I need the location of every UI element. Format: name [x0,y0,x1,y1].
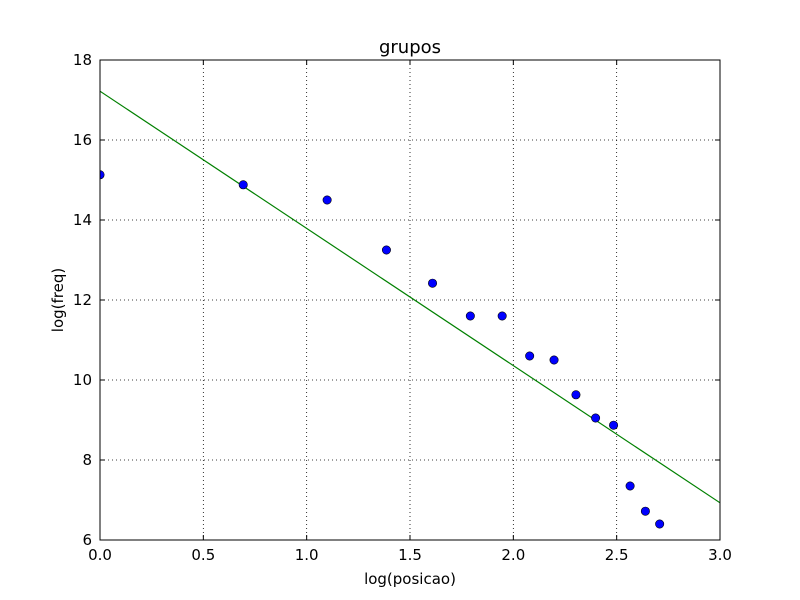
y-tick-label: 16 [73,131,92,149]
fit-line [100,90,720,504]
y-axis-label: log(freq) [49,268,67,332]
data-point [381,245,391,255]
ticks: 0.0 0.5 1.0 1.5 2.0 2.5 3.0 6 8 10 12 14 16 18 [73,51,732,564]
y-tick-label: 14 [73,211,92,229]
data-point [322,195,332,205]
x-tick-label: 1.5 [398,546,422,564]
x-tick-label: 1.0 [295,546,319,564]
x-tick-label: 2.5 [605,546,629,564]
y-tick-label: 12 [73,291,92,309]
data-point [625,481,635,491]
data-point [591,413,601,423]
data-point [549,355,559,365]
data-point [525,351,535,361]
data-point [655,519,665,529]
data-point [609,420,619,430]
y-tick-label: 8 [82,451,92,469]
y-tick-label: 18 [73,51,92,69]
y-tick-label: 10 [73,371,92,389]
grid [100,60,720,540]
x-tick-label: 0.5 [191,546,215,564]
x-axis-label: log(posicao) [364,570,456,588]
chart-title: grupos [379,37,441,58]
data-point [571,390,581,400]
data-point [640,506,650,516]
plot-content [100,90,720,529]
y-tick-label: 6 [82,531,92,549]
data-point [465,311,475,321]
x-tick-label: 3.0 [708,546,732,564]
x-tick-label: 2.0 [501,546,525,564]
data-point [238,180,248,190]
x-tick-label: 0.0 [88,546,112,564]
data-point [497,311,507,321]
data-point [428,278,438,288]
